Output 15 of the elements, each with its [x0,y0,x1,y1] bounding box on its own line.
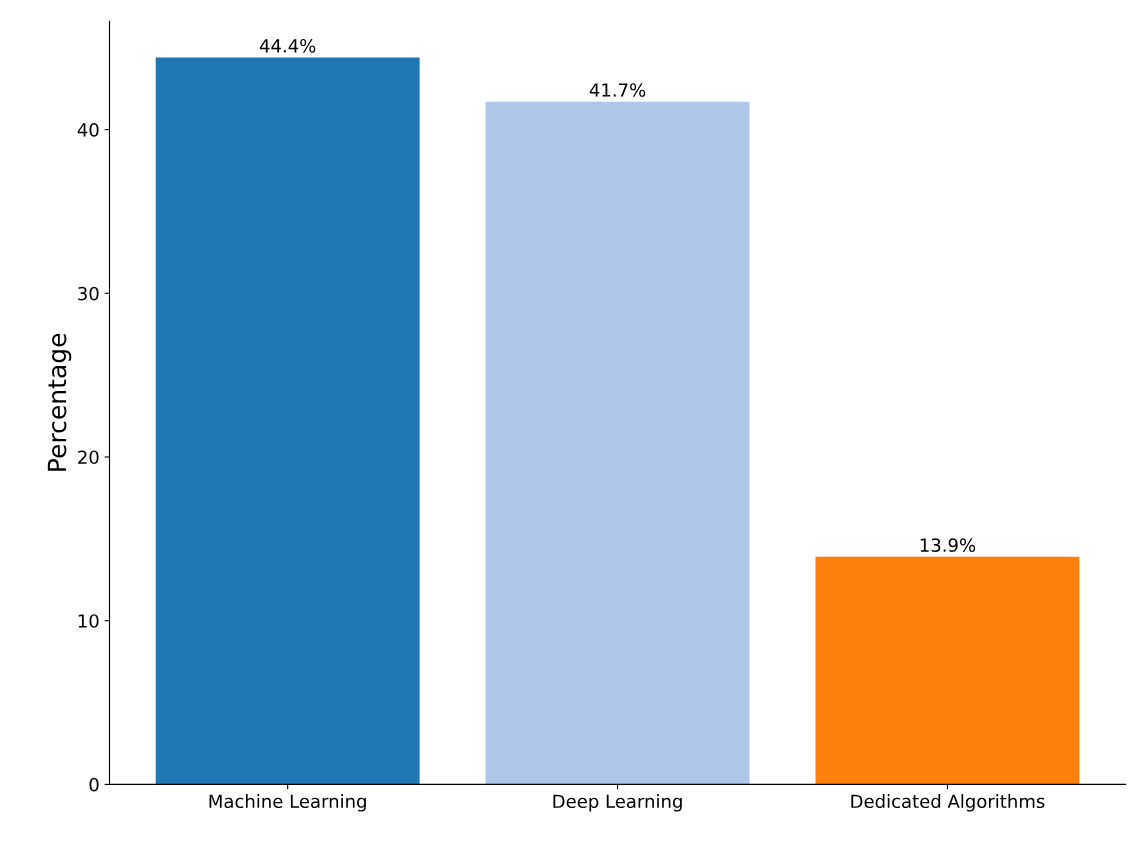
y-tick-label: 20 [78,450,99,465]
x-tick-label: Dedicated Algorithms [851,794,1045,812]
bar [815,556,1080,785]
y-tick-label: 10 [78,614,99,628]
y-tick-label: 40 [77,123,99,137]
y-tick-label: 0 [89,777,99,792]
data-label: 13.9% [920,538,976,552]
y-axis-title: Percentage [47,333,72,471]
bar [485,101,750,785]
y-tick-label: 30 [78,286,99,301]
data-label: 41.7% [589,83,646,97]
data-label: 44.4% [259,39,316,53]
x-tick-label: Machine Learning [209,794,366,812]
bar [155,57,420,785]
x-tick-label: Deep Learning [553,794,682,812]
